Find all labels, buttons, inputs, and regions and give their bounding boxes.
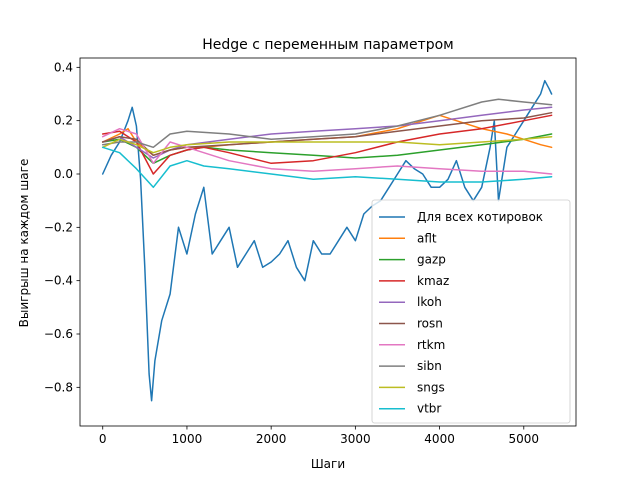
y-axis-label: Выигрыш на каждом шаге bbox=[17, 159, 31, 328]
y-tick-label: 0.0 bbox=[54, 167, 73, 181]
plot-area bbox=[101, 79, 553, 402]
y-tick-label: 0.2 bbox=[54, 114, 73, 128]
y-tick-label: −0.8 bbox=[44, 380, 73, 394]
legend-label: gazp bbox=[417, 253, 446, 267]
x-tick-label: 0 bbox=[99, 432, 107, 446]
legend-label: lkoh bbox=[417, 295, 442, 309]
axes: 0 1000 2000 3000 4000 5000 −0.8 −0.6 −0.4 −0.2 0.0… bbox=[44, 57, 577, 446]
series-line-9 bbox=[101, 135, 553, 154]
legend-label: rtkm bbox=[417, 338, 445, 352]
x-tick-label: 1000 bbox=[172, 432, 203, 446]
legend: Для всех котировок aflt gazp kmaz lkoh rosn rt… bbox=[371, 199, 571, 424]
series-line-3 bbox=[101, 133, 553, 165]
legend-label: sngs bbox=[417, 380, 445, 394]
legend-label: kmaz bbox=[417, 274, 449, 288]
legend-label: rosn bbox=[417, 317, 443, 331]
x-tick-label: 3000 bbox=[340, 432, 371, 446]
x-tick-label: 2000 bbox=[256, 432, 287, 446]
x-axis-label: Шаги bbox=[311, 457, 345, 471]
legend-label: aflt bbox=[417, 231, 437, 245]
series-line-8 bbox=[101, 98, 553, 149]
series-line-1 bbox=[101, 79, 553, 402]
chart-title: Hedge с переменным параметром bbox=[202, 37, 453, 53]
x-tick-label: 5000 bbox=[509, 432, 540, 446]
axes-frame bbox=[79, 57, 577, 427]
y-tick-label: −0.2 bbox=[44, 220, 73, 234]
series-line-5 bbox=[101, 106, 553, 159]
y-tick-label: −0.6 bbox=[44, 327, 73, 341]
series-line-4 bbox=[101, 114, 553, 175]
legend-label: Для всех котировок bbox=[417, 210, 543, 224]
x-tick-label: 4000 bbox=[424, 432, 455, 446]
y-tick-label: 0.4 bbox=[54, 60, 73, 74]
legend-label: sibn bbox=[417, 359, 442, 373]
legend-label: vtbr bbox=[417, 402, 441, 416]
series-line-10 bbox=[101, 146, 553, 189]
legend-box bbox=[371, 199, 571, 424]
y-tick-label: −0.4 bbox=[44, 274, 73, 288]
